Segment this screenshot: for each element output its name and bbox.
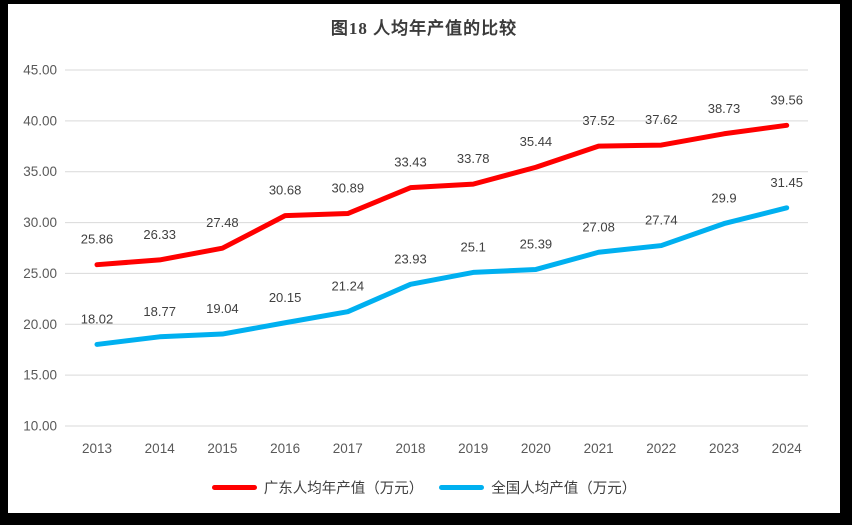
y-axis-tick-label: 30.00 (23, 215, 57, 230)
legend-item-national: 全国人均产值（万元） (439, 477, 636, 498)
series-line-0 (94, 122, 790, 268)
data-label: 25.1 (461, 239, 486, 254)
series-line-1 (94, 205, 790, 347)
data-label: 30.89 (332, 181, 365, 196)
x-axis-tick-label: 2014 (145, 441, 176, 456)
data-label: 33.78 (457, 151, 490, 166)
data-label: 25.39 (520, 236, 553, 251)
x-axis-tick-label: 2024 (772, 441, 803, 456)
x-axis-tick-label: 2023 (709, 441, 739, 456)
data-label: 27.74 (645, 213, 678, 228)
data-label: 18.02 (81, 311, 114, 326)
data-label: 19.04 (206, 301, 239, 316)
data-label: 38.73 (708, 101, 741, 116)
chart-legend: 广东人均年产值（万元） 全国人均产值（万元） (8, 474, 840, 500)
legend-line-swatch-guangdong (211, 484, 257, 490)
data-label: 20.15 (269, 290, 302, 305)
y-axis-tick-label: 25.00 (23, 266, 57, 281)
y-axis-tick-label: 35.00 (23, 164, 57, 179)
x-axis-tick-label: 2015 (207, 441, 237, 456)
data-label: 25.86 (81, 232, 114, 247)
legend-label-national: 全国人均产值（万元） (491, 480, 637, 497)
legend-label-guangdong: 广东人均年产值（万元） (263, 480, 424, 497)
x-axis-tick-label: 2021 (584, 441, 614, 456)
data-label: 35.44 (520, 134, 553, 149)
data-label: 37.52 (582, 113, 615, 128)
line-chart-svg: 10.00 15.00 20.00 25.00 30.00 35.00 40.00 45.00… (23, 63, 808, 456)
data-label: 37.62 (645, 112, 678, 127)
y-axis-tick-label: 40.00 (23, 113, 57, 128)
x-axis-tick-label: 2022 (646, 441, 676, 456)
x-axis-tick-label: 2013 (82, 441, 112, 456)
data-label: 31.45 (770, 175, 803, 190)
y-axis-tick-label: 10.00 (23, 419, 57, 434)
y-axis-tick-label: 20.00 (23, 317, 57, 332)
data-label: 39.56 (770, 92, 803, 107)
data-label: 27.08 (582, 219, 615, 234)
legend-item-guangdong: 广东人均年产值（万元） (211, 477, 424, 498)
data-label: 30.68 (269, 183, 302, 198)
data-label: 18.77 (143, 304, 176, 319)
chart-canvas: 图18 人均年产值的比较 10.00 15.00 20.00 25.00 30.00 35… (8, 4, 840, 513)
data-label: 21.24 (332, 279, 365, 294)
x-axis-tick-label: 2018 (395, 441, 425, 456)
data-label: 33.43 (394, 155, 427, 170)
legend-line-swatch-national (439, 484, 485, 490)
chart-title: 图18 人均年产值的比较 (330, 19, 518, 38)
data-label: 26.33 (143, 227, 176, 242)
x-axis-tick-label: 2016 (270, 441, 300, 456)
y-axis-tick-label: 45.00 (23, 63, 57, 78)
x-axis-tick-label: 2020 (521, 441, 551, 456)
x-axis-tick-label: 2019 (458, 441, 488, 456)
data-label: 29.9 (711, 191, 736, 206)
data-label: 23.93 (394, 251, 427, 266)
y-axis-tick-label: 15.00 (23, 368, 57, 383)
data-label: 27.48 (206, 215, 239, 230)
x-axis-tick-label: 2017 (333, 441, 363, 456)
